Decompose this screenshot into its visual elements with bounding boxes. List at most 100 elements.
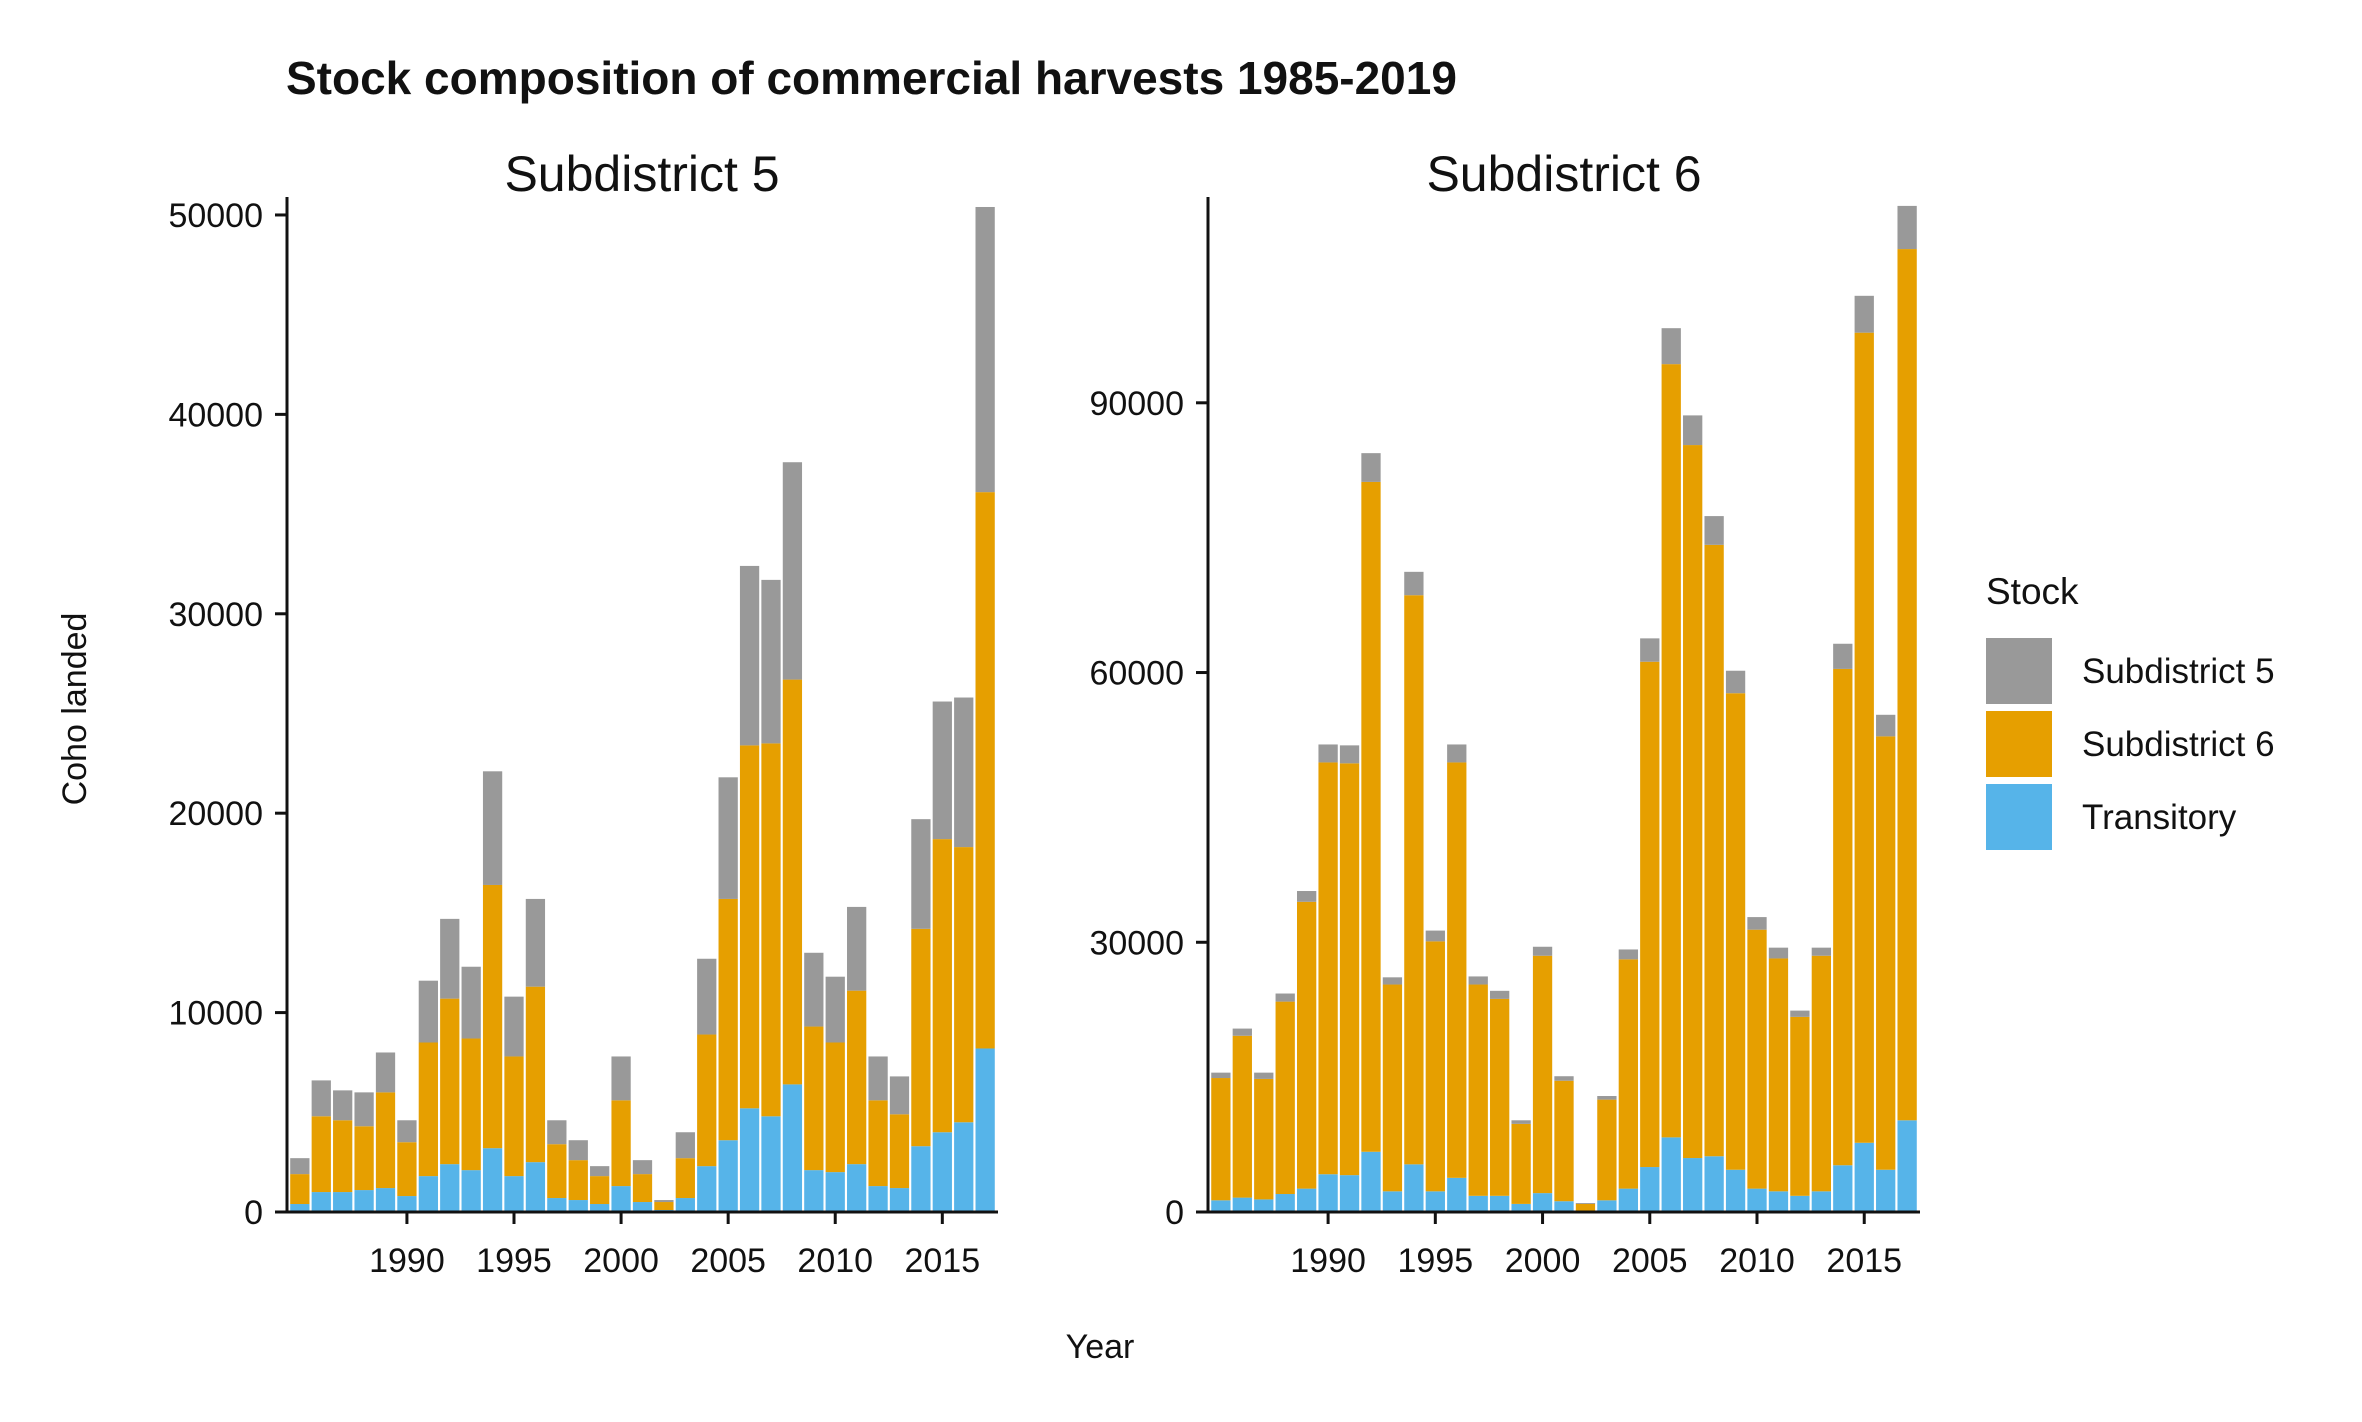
bar-1999-transitory xyxy=(1511,1203,1531,1212)
bar-1985-subdistrict-5 xyxy=(1211,1072,1231,1079)
legend-swatch xyxy=(1986,784,2052,850)
bar-1995-subdistrict-6 xyxy=(504,1056,524,1177)
bar-2006-transitory xyxy=(1661,1137,1681,1212)
y-tick-label: 50000 xyxy=(168,197,263,235)
bar-1990-subdistrict-6 xyxy=(397,1142,417,1197)
bar-2014-transitory xyxy=(911,1146,931,1212)
bar-1988-transitory xyxy=(354,1190,374,1212)
bar-2006-transitory xyxy=(739,1108,760,1212)
chart-title: Stock composition of commercial harvests… xyxy=(286,52,1457,104)
bar-1994-subdistrict-5 xyxy=(1404,571,1424,596)
bar-1994-subdistrict-6 xyxy=(1404,595,1424,1165)
bar-2004-transitory xyxy=(697,1166,717,1212)
bar-1995-transitory xyxy=(504,1176,524,1212)
y-tick-label: 90000 xyxy=(1089,385,1184,423)
bar-2015-transitory xyxy=(1854,1142,1874,1212)
bar-2001-transitory xyxy=(632,1202,653,1212)
bar-2014-subdistrict-6 xyxy=(911,928,931,1147)
bar-1992-transitory xyxy=(1361,1151,1381,1212)
legend-item: Subdistrict 5 xyxy=(1986,638,2275,704)
bars xyxy=(1211,205,1917,1212)
bar-2007-subdistrict-6 xyxy=(1683,445,1703,1159)
bar-2008-subdistrict-5 xyxy=(782,462,803,680)
panel-2: Subdistrict 6 0 30000 60000 90000 1990 1995 200… xyxy=(1089,146,1920,1280)
bar-1990-transitory xyxy=(1318,1174,1338,1212)
bar-2012-transitory xyxy=(868,1186,888,1212)
bar-1998-subdistrict-6 xyxy=(1490,998,1510,1196)
bar-1989-transitory xyxy=(1297,1188,1317,1212)
bar-2013-subdistrict-6 xyxy=(1811,955,1831,1192)
x-tick-label: 2000 xyxy=(583,1242,659,1280)
bar-1992-subdistrict-5 xyxy=(1361,453,1381,482)
bar-1996-transitory xyxy=(1447,1177,1467,1212)
bar-2012-subdistrict-6 xyxy=(868,1100,888,1187)
bar-2008-transitory xyxy=(1704,1156,1724,1212)
bar-1988-transitory xyxy=(1275,1194,1295,1212)
bar-1993-subdistrict-6 xyxy=(1382,984,1403,1192)
bar-1994-subdistrict-6 xyxy=(482,884,503,1149)
bar-1989-subdistrict-6 xyxy=(1297,901,1317,1189)
bar-1994-transitory xyxy=(482,1148,503,1212)
bar-1988-subdistrict-6 xyxy=(354,1126,374,1191)
bar-2005-subdistrict-5 xyxy=(1640,638,1660,662)
bar-1992-subdistrict-6 xyxy=(440,998,460,1165)
bar-1999-subdistrict-5 xyxy=(590,1166,610,1177)
bar-1987-transitory xyxy=(1254,1199,1274,1212)
bar-2001-transitory xyxy=(1554,1201,1574,1212)
bar-2010-subdistrict-5 xyxy=(825,976,845,1043)
bar-1986-subdistrict-5 xyxy=(1232,1028,1252,1036)
bar-2010-transitory xyxy=(1747,1188,1767,1212)
bar-2011-subdistrict-6 xyxy=(847,990,867,1165)
x-tick-label: 2010 xyxy=(797,1242,873,1280)
bar-1989-subdistrict-6 xyxy=(375,1092,396,1189)
bar-1988-subdistrict-5 xyxy=(354,1092,374,1127)
x-tick-label: 2010 xyxy=(1719,1242,1795,1280)
bar-2015-subdistrict-5 xyxy=(1854,295,1874,333)
bar-2004-subdistrict-5 xyxy=(697,958,717,1035)
bar-2000-subdistrict-6 xyxy=(1532,955,1553,1194)
bar-2009-transitory xyxy=(804,1170,824,1212)
bar-2010-subdistrict-5 xyxy=(1747,917,1767,930)
bar-2006-subdistrict-6 xyxy=(739,745,760,1109)
x-tick-label: 2015 xyxy=(1826,1242,1902,1280)
bar-1990-subdistrict-5 xyxy=(397,1120,417,1143)
bar-2017-subdistrict-5 xyxy=(1897,205,1917,250)
bar-2000-subdistrict-5 xyxy=(1532,946,1553,956)
bar-2006-subdistrict-5 xyxy=(739,565,760,746)
bar-2001-subdistrict-5 xyxy=(1554,1076,1574,1081)
bar-2013-subdistrict-5 xyxy=(1811,947,1831,956)
y-axis-label: Coho landed xyxy=(56,613,94,806)
y-tick-label: 40000 xyxy=(168,396,263,434)
bar-1985-subdistrict-6 xyxy=(290,1174,310,1205)
bar-1999-subdistrict-5 xyxy=(1511,1120,1531,1124)
y-tick-label: 0 xyxy=(244,1194,263,1232)
bar-1985-subdistrict-5 xyxy=(290,1158,310,1175)
bar-1996-subdistrict-5 xyxy=(1447,744,1467,763)
bar-2011-subdistrict-5 xyxy=(1768,947,1789,959)
bar-2017-subdistrict-6 xyxy=(1897,249,1917,1121)
bar-1992-subdistrict-5 xyxy=(440,918,460,999)
bar-2015-subdistrict-6 xyxy=(932,839,952,1133)
bar-1988-subdistrict-6 xyxy=(1275,1001,1295,1195)
y-tick-label: 20000 xyxy=(168,795,263,833)
bar-2017-subdistrict-5 xyxy=(975,206,995,493)
x-tick-label: 2015 xyxy=(904,1242,980,1280)
bar-2016-subdistrict-5 xyxy=(954,697,974,848)
legend-item: Transitory xyxy=(1986,784,2237,850)
bar-1999-subdistrict-6 xyxy=(1511,1123,1531,1204)
bar-1987-subdistrict-5 xyxy=(333,1090,353,1121)
bar-1991-transitory xyxy=(418,1176,438,1212)
bar-1990-subdistrict-5 xyxy=(1318,744,1338,763)
bar-2011-subdistrict-6 xyxy=(1768,958,1789,1192)
bar-1996-subdistrict-6 xyxy=(525,986,546,1163)
bar-2002-subdistrict-5 xyxy=(654,1200,674,1203)
bar-2017-transitory xyxy=(1897,1120,1917,1212)
bar-2011-transitory xyxy=(847,1164,867,1212)
bar-1991-subdistrict-6 xyxy=(1339,763,1360,1176)
bar-2013-subdistrict-5 xyxy=(889,1076,910,1115)
bar-2004-subdistrict-6 xyxy=(1618,959,1638,1189)
bar-1997-transitory xyxy=(1468,1195,1488,1212)
bar-1989-subdistrict-5 xyxy=(375,1052,396,1093)
bar-2005-transitory xyxy=(718,1140,738,1212)
bar-2013-subdistrict-6 xyxy=(889,1114,910,1189)
